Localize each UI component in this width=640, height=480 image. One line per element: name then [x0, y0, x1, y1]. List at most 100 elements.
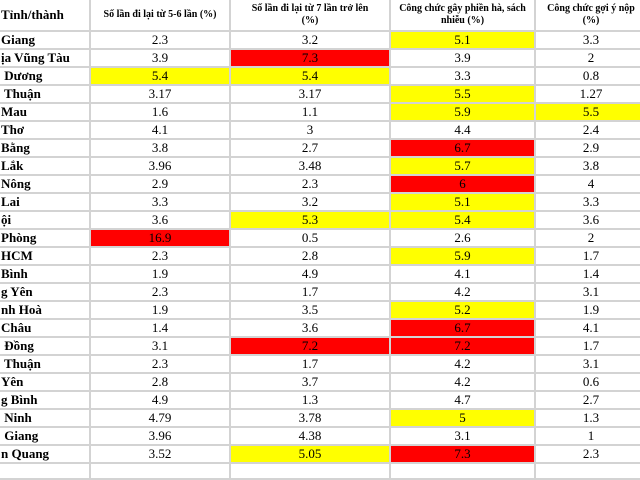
value-cell[interactable]: 1.9	[89, 300, 231, 320]
province-cell[interactable]: Thơ	[0, 120, 91, 140]
value-cell[interactable]: 1.3	[229, 390, 391, 410]
value-cell[interactable]: 5.05	[229, 444, 391, 464]
value-cell[interactable]: 1.7	[534, 336, 640, 356]
value-cell[interactable]: 5.4	[389, 210, 536, 230]
value-cell[interactable]: 1.9	[89, 264, 231, 284]
value-cell[interactable]: 2.3	[89, 30, 231, 50]
value-cell[interactable]: 3.96	[89, 426, 231, 446]
empty-cell[interactable]	[89, 462, 231, 480]
column-header-bribe-suggestion[interactable]: Công chức gợi ý nộp (%)	[534, 0, 640, 32]
value-cell[interactable]: 1.1	[229, 102, 391, 122]
value-cell[interactable]: 3.48	[229, 156, 391, 176]
value-cell[interactable]: 3.1	[534, 354, 640, 374]
province-cell[interactable]: Thuận	[0, 84, 91, 104]
value-cell[interactable]: 1.7	[229, 354, 391, 374]
province-cell[interactable]: ịa Vũng Tàu	[0, 48, 91, 68]
value-cell[interactable]: 5.4	[89, 66, 231, 86]
province-cell[interactable]: g Yên	[0, 282, 91, 302]
value-cell[interactable]: 7.3	[389, 444, 536, 464]
value-cell[interactable]: 1.7	[229, 282, 391, 302]
value-cell[interactable]: 4.2	[389, 372, 536, 392]
value-cell[interactable]: 3.6	[89, 210, 231, 230]
value-cell[interactable]: 4.1	[89, 120, 231, 140]
value-cell[interactable]: 5.5	[389, 84, 536, 104]
value-cell[interactable]: 3.8	[534, 156, 640, 176]
value-cell[interactable]: 1.6	[89, 102, 231, 122]
province-cell[interactable]: Giang	[0, 426, 91, 446]
column-header-province[interactable]: Tỉnh/thành	[0, 0, 91, 32]
column-header-harassment[interactable]: Công chức gây phiền hà, sách nhiễu (%)	[389, 0, 536, 32]
province-cell[interactable]: Bình	[0, 264, 91, 284]
value-cell[interactable]: 3.3	[534, 30, 640, 50]
province-cell[interactable]: Dương	[0, 66, 91, 86]
empty-cell[interactable]	[534, 462, 640, 480]
value-cell[interactable]: 3.1	[389, 426, 536, 446]
value-cell[interactable]: 5.4	[229, 66, 391, 86]
province-cell[interactable]: Châu	[0, 318, 91, 338]
value-cell[interactable]: 3.1	[534, 282, 640, 302]
value-cell[interactable]: 2.3	[89, 354, 231, 374]
value-cell[interactable]: 4.9	[89, 390, 231, 410]
value-cell[interactable]: 5	[389, 408, 536, 428]
value-cell[interactable]: 2	[534, 228, 640, 248]
value-cell[interactable]: 4.79	[89, 408, 231, 428]
value-cell[interactable]: 2.7	[534, 390, 640, 410]
province-cell[interactable]: n Quang	[0, 444, 91, 464]
value-cell[interactable]: 0.8	[534, 66, 640, 86]
value-cell[interactable]: 2.3	[534, 444, 640, 464]
province-cell[interactable]: nh Hoà	[0, 300, 91, 320]
value-cell[interactable]: 0.5	[229, 228, 391, 248]
value-cell[interactable]: 2.8	[229, 246, 391, 266]
value-cell[interactable]: 2.3	[229, 174, 391, 194]
value-cell[interactable]: 5.7	[389, 156, 536, 176]
value-cell[interactable]: 5.5	[534, 102, 640, 122]
value-cell[interactable]: 3.9	[89, 48, 231, 68]
empty-cell[interactable]	[0, 462, 91, 480]
value-cell[interactable]: 5.1	[389, 192, 536, 212]
value-cell[interactable]: 5.1	[389, 30, 536, 50]
province-cell[interactable]: Lắk	[0, 156, 91, 176]
value-cell[interactable]: 3.9	[389, 48, 536, 68]
value-cell[interactable]: 6.7	[389, 318, 536, 338]
value-cell[interactable]: 4.7	[389, 390, 536, 410]
value-cell[interactable]: 4.1	[534, 318, 640, 338]
value-cell[interactable]: 0.6	[534, 372, 640, 392]
province-cell[interactable]: HCM	[0, 246, 91, 266]
province-cell[interactable]: ội	[0, 210, 91, 230]
column-header-trips-7-plus[interactable]: Số lần đi lại từ 7 lần trở lên (%)	[229, 0, 391, 32]
value-cell[interactable]: 1.3	[534, 408, 640, 428]
province-cell[interactable]: Bằng	[0, 138, 91, 158]
value-cell[interactable]: 3.6	[534, 210, 640, 230]
value-cell[interactable]: 2	[534, 48, 640, 68]
value-cell[interactable]: 3.3	[389, 66, 536, 86]
value-cell[interactable]: 3.8	[89, 138, 231, 158]
province-cell[interactable]: Giang	[0, 30, 91, 50]
value-cell[interactable]: 3.96	[89, 156, 231, 176]
value-cell[interactable]: 2.3	[89, 282, 231, 302]
value-cell[interactable]: 2.9	[89, 174, 231, 194]
value-cell[interactable]: 6.7	[389, 138, 536, 158]
value-cell[interactable]: 3.52	[89, 444, 231, 464]
province-cell[interactable]: Mau	[0, 102, 91, 122]
value-cell[interactable]: 3.78	[229, 408, 391, 428]
value-cell[interactable]: 3.17	[89, 84, 231, 104]
province-cell[interactable]: g Bình	[0, 390, 91, 410]
value-cell[interactable]: 4.2	[389, 282, 536, 302]
value-cell[interactable]: 4.9	[229, 264, 391, 284]
value-cell[interactable]: 4.1	[389, 264, 536, 284]
value-cell[interactable]: 3.5	[229, 300, 391, 320]
value-cell[interactable]: 1.7	[534, 246, 640, 266]
value-cell[interactable]: 5.2	[389, 300, 536, 320]
value-cell[interactable]: 3.17	[229, 84, 391, 104]
value-cell[interactable]: 2.8	[89, 372, 231, 392]
value-cell[interactable]: 5.3	[229, 210, 391, 230]
column-header-trips-5-6[interactable]: Số lần đi lại từ 5-6 lần (%)	[89, 0, 231, 32]
province-cell[interactable]: Lai	[0, 192, 91, 212]
value-cell[interactable]: 7.2	[389, 336, 536, 356]
value-cell[interactable]: 4	[534, 174, 640, 194]
value-cell[interactable]: 4.2	[389, 354, 536, 374]
value-cell[interactable]: 3.7	[229, 372, 391, 392]
empty-cell[interactable]	[229, 462, 391, 480]
empty-cell[interactable]	[389, 462, 536, 480]
province-cell[interactable]: Phòng	[0, 228, 91, 248]
